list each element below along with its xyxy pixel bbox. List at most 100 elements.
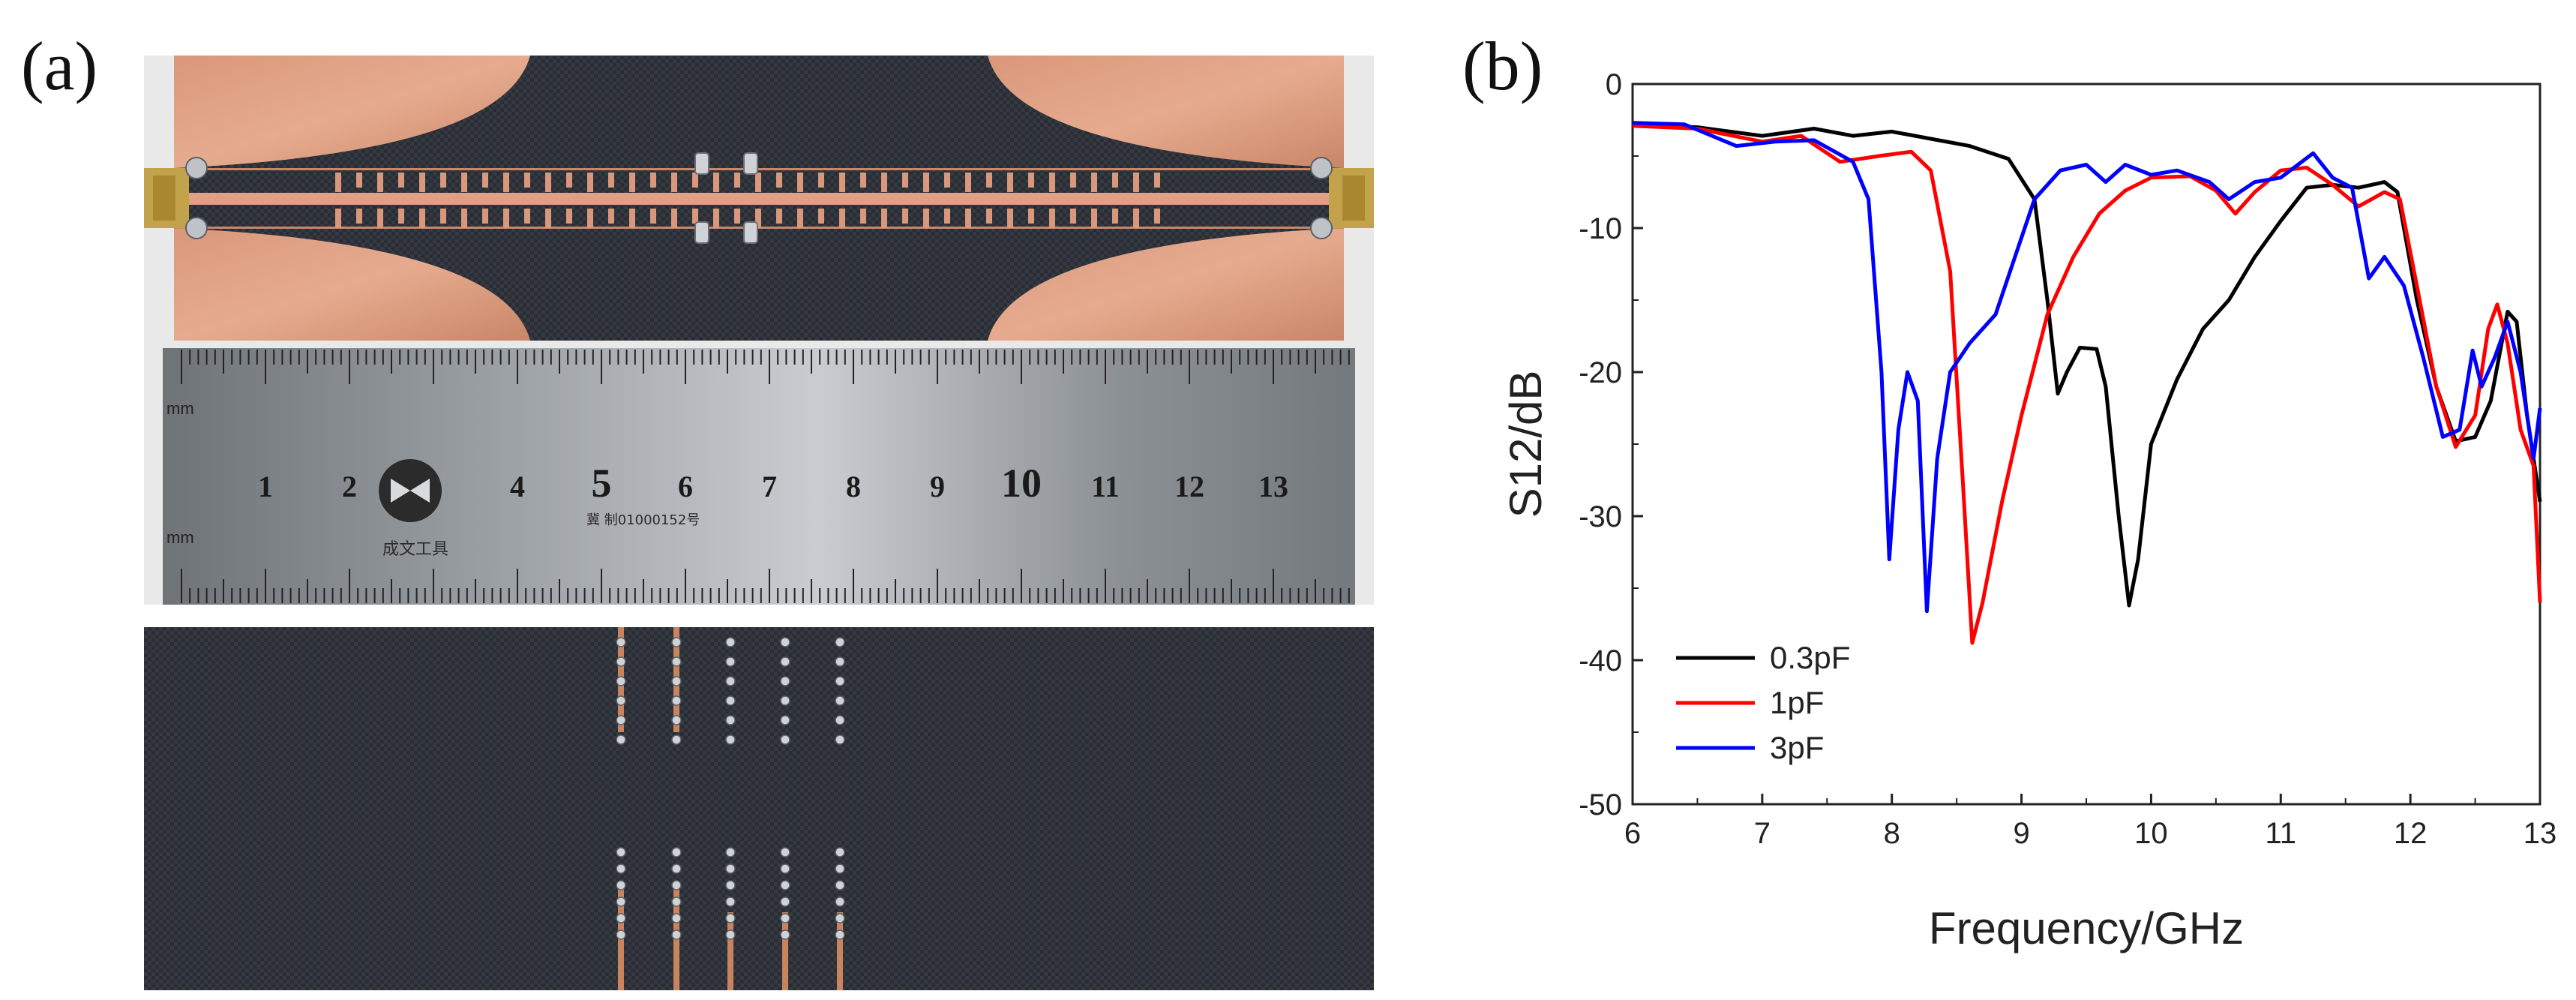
- comb-stub: [923, 209, 929, 228]
- comb-stub: [734, 173, 740, 188]
- comb-stub: [587, 173, 593, 192]
- comb-stub: [965, 173, 971, 192]
- series-line-1pF: [1632, 124, 2542, 645]
- comb-stub: [818, 209, 824, 224]
- copper-ground-left-top: [174, 56, 530, 168]
- comb-stub: [629, 173, 635, 192]
- comb-stub: [377, 173, 383, 192]
- comb-stub: [398, 209, 404, 224]
- y-tick-label: -40: [1579, 644, 1622, 677]
- comb-stub: [839, 173, 845, 192]
- legend: 0.3pF 1pF 3pF: [1676, 640, 1850, 765]
- legend-label: 1pF: [1770, 685, 1824, 720]
- comb-stub: [671, 209, 677, 228]
- comb-stub: [1133, 173, 1139, 192]
- comb-stub: [608, 209, 614, 224]
- comb-stub: [1112, 209, 1118, 224]
- comb-stub: [755, 173, 761, 192]
- x-tick-label: 12: [2394, 817, 2428, 850]
- solder-joint: [725, 847, 736, 857]
- solder-joint: [671, 863, 682, 874]
- y-tick-label: -20: [1579, 356, 1622, 389]
- comb-stub: [356, 173, 362, 188]
- solder-joint: [725, 880, 736, 890]
- solder-joint: [725, 715, 736, 725]
- solder-joint: [780, 929, 790, 940]
- comb-stub: [797, 209, 803, 228]
- comb-stub: [1007, 173, 1013, 192]
- comb-stub: [944, 173, 950, 188]
- comb-stub: [860, 173, 866, 188]
- solder-joint: [616, 715, 626, 725]
- comb-stub: [566, 173, 572, 188]
- solder-joint: [616, 896, 626, 907]
- solder-joint: [835, 734, 845, 745]
- ruler-number: 10: [1001, 461, 1042, 506]
- plot-frame: [1631, 83, 2542, 806]
- comb-stub: [902, 173, 908, 188]
- comb-stub: [419, 209, 425, 228]
- solder-joint: [835, 863, 845, 874]
- comb-stub: [797, 173, 803, 192]
- ruler-number: 11: [1091, 470, 1120, 503]
- comb-stub: [923, 173, 929, 192]
- ruler-number: 13: [1258, 470, 1288, 503]
- legend-label: 3pF: [1770, 730, 1824, 765]
- s12-chart: 0 -10 -20 -30 -40 -50 6 7 8 9 10 11 12 13 0.3pF 1pF 3p…: [1501, 68, 2557, 953]
- ruler-logo: [379, 459, 442, 522]
- solder-joint: [616, 637, 626, 647]
- solder-joint: [835, 847, 845, 857]
- ruler-stamp: 冀 制01000152号: [586, 512, 700, 528]
- solder-joint: [616, 656, 626, 667]
- y-tick-label: -30: [1579, 500, 1622, 533]
- comb-stub: [461, 209, 467, 228]
- comb-stub: [1007, 209, 1013, 228]
- solder-joint: [835, 676, 845, 686]
- x-tick-label: 9: [2013, 817, 2029, 850]
- solder-joint: [725, 734, 736, 745]
- solder-joint: [780, 676, 790, 686]
- solder-joint: [725, 676, 736, 686]
- solder-joint: [616, 847, 626, 857]
- y-axis-title: S12/dB: [1501, 371, 1551, 518]
- ruler-number: 9: [930, 470, 945, 503]
- solder-joint: [671, 637, 682, 647]
- ruler-number: 5: [592, 461, 612, 506]
- y-tick-label: -50: [1579, 788, 1622, 821]
- copper-ground-right-top: [988, 56, 1344, 168]
- x-tick-label: 13: [2524, 817, 2557, 850]
- comb-stub: [608, 173, 614, 188]
- x-axis-title: Frequency/GHz: [1929, 903, 2244, 953]
- comb-stub: [671, 173, 677, 192]
- solder-joint: [835, 929, 845, 940]
- x-tick-label: 11: [2266, 817, 2297, 850]
- solder-joint: [725, 896, 736, 907]
- solder-joint: [780, 863, 790, 874]
- comb-stub: [734, 209, 740, 224]
- center-strip-line: [174, 193, 1344, 205]
- comb-stub: [461, 173, 467, 192]
- solder-joint: [725, 637, 736, 647]
- comb-stub: [545, 173, 551, 192]
- panel-label-a: (a): [21, 28, 98, 104]
- ruler-number: 7: [762, 470, 777, 503]
- ruler-number: 2: [342, 470, 357, 503]
- x-tick-label: 10: [2134, 817, 2168, 850]
- solder-joint: [671, 929, 682, 940]
- solder-joint: [725, 913, 736, 923]
- series-lines: [1632, 121, 2542, 645]
- solder-joint: [671, 715, 682, 725]
- solder-joint: [780, 715, 790, 725]
- solder-joint: [780, 637, 790, 647]
- solder-joint: [671, 676, 682, 686]
- solder-joint: [616, 676, 626, 686]
- comb-stub: [713, 209, 719, 228]
- ruler-number: 12: [1174, 470, 1204, 503]
- comb-stub: [566, 209, 572, 224]
- solder-joint: [616, 863, 626, 874]
- x-axis: 6 7 8 9 10 11 12 13: [1624, 794, 2557, 850]
- copper-ground-left-bottom: [174, 228, 530, 341]
- comb-stub: [1133, 209, 1139, 228]
- comb-stub: [776, 173, 782, 188]
- solder-joint: [780, 896, 790, 907]
